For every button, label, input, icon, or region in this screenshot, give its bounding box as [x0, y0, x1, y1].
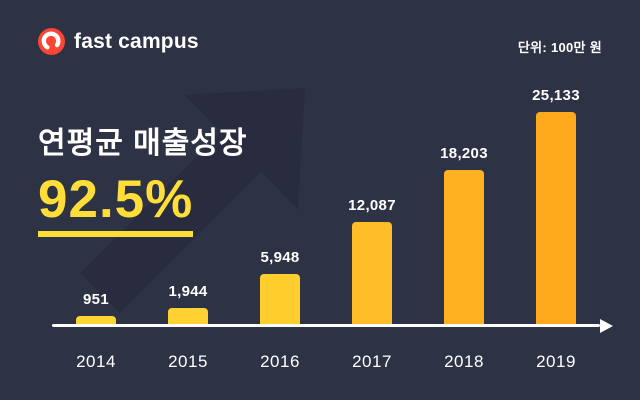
headline-block: 연평균 매출성장 92.5% [38, 118, 248, 237]
x-tick-2015: 2015 [168, 352, 208, 371]
bar-column-2014: 951 [50, 291, 142, 324]
x-tick-2017: 2017 [352, 352, 392, 371]
x-tick-2019: 2019 [536, 352, 576, 371]
bar-column-2017: 12,087 [326, 197, 418, 324]
fastcampus-logo: fast campus [38, 28, 199, 55]
headline-growth-percent: 92.5% [38, 172, 194, 237]
bar-2019 [536, 112, 576, 324]
fastcampus-logo-text: fast campus [74, 29, 199, 53]
bar-value-label: 5,948 [260, 249, 300, 266]
x-axis-line [52, 324, 600, 327]
fastcampus-logo-icon [38, 28, 65, 55]
x-tick-2018: 2018 [444, 352, 484, 371]
bar-column-2016: 5,948 [234, 249, 326, 324]
bar-column-2018: 18,203 [418, 145, 510, 324]
headline-title: 연평균 매출성장 [38, 127, 248, 160]
revenue-bar-chart: 951 1,944 5,948 12,087 18,203 25,133 [50, 85, 613, 372]
x-tick-2016: 2016 [260, 352, 300, 371]
bar-2014 [76, 316, 116, 324]
bar-2017 [352, 222, 392, 324]
bar-value-label: 12,087 [348, 197, 396, 214]
bar-2015 [168, 308, 208, 324]
bar-value-label: 25,133 [532, 87, 580, 104]
growth-arrow-background-icon [80, 88, 305, 313]
bar-column-2015: 1,944 [142, 283, 234, 324]
x-tick-2014: 2014 [76, 352, 116, 371]
x-axis-arrowhead-icon [600, 319, 613, 333]
bar-2016 [260, 274, 300, 324]
bar-column-2019: 25,133 [510, 87, 602, 324]
bar-2018 [444, 170, 484, 324]
bars-row: 951 1,944 5,948 12,087 18,203 25,133 [50, 85, 602, 324]
chart-unit-label: 단위: 100만 원 [517, 40, 602, 55]
x-axis-tick-labels: 2014 2015 2016 2017 2018 2019 [50, 340, 602, 372]
bar-value-label: 1,944 [168, 283, 208, 300]
bar-value-label: 951 [83, 291, 109, 308]
bar-value-label: 18,203 [440, 145, 488, 162]
